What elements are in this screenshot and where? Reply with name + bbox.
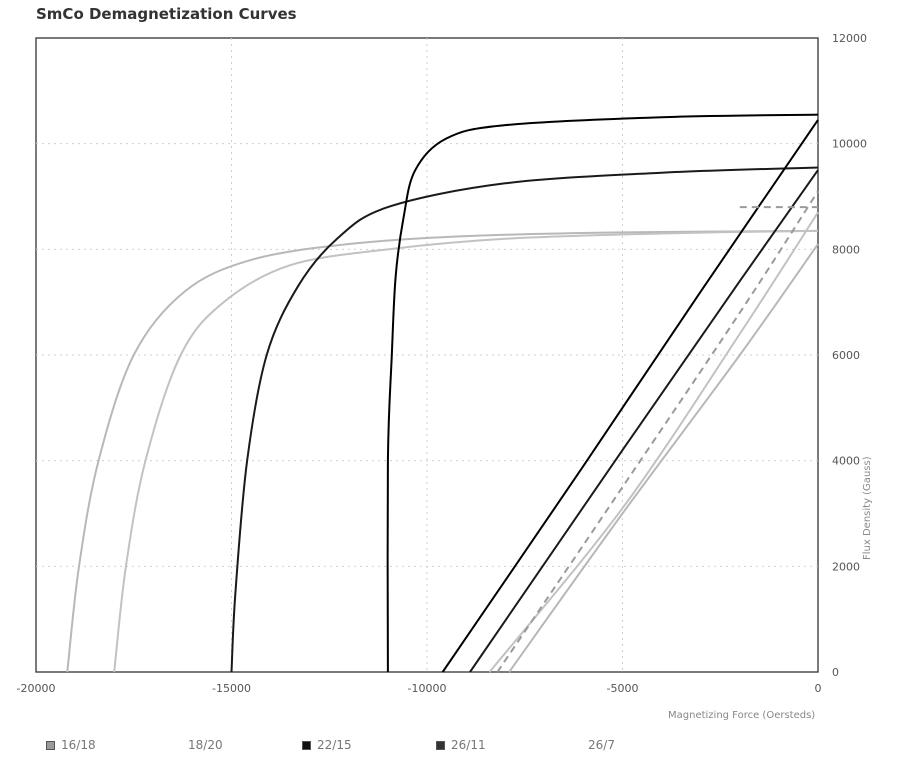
- legend-marker-22-15: [302, 740, 311, 750]
- y-tick-label: 2000: [832, 560, 860, 573]
- y-axis-label: Flux Density (Gauss): [862, 456, 873, 560]
- x-axis-label: Magnetizing Force (Oersteds): [668, 710, 816, 721]
- series-26-7-normal-line: [496, 190, 819, 673]
- series-18-20-normal-line: [488, 211, 819, 673]
- series-16-18-intrinsic-line: [66, 229, 819, 673]
- legend: 16/18 18/20 22/15 26/11 26/7: [0, 738, 903, 762]
- x-tick-label: 0: [815, 682, 822, 695]
- series-26-11-intrinsic-line: [386, 113, 819, 673]
- series-22-15-intrinsic-line: [230, 166, 819, 673]
- legend-label: 18/20: [188, 738, 223, 752]
- series-26-11-normal-line: [441, 119, 819, 673]
- y-tick-label: 10000: [832, 138, 867, 151]
- y-tick-label: 8000: [832, 243, 860, 256]
- x-tick-label: -20000: [17, 682, 56, 695]
- legend-marker-26-11: [436, 740, 445, 750]
- legend-label: 16/18: [61, 738, 96, 752]
- legend-item: 26/11: [436, 738, 486, 752]
- y-tick-label: 4000: [832, 455, 860, 468]
- x-tick-label: -5000: [607, 682, 639, 695]
- series-16-18-normal-line: [508, 243, 819, 673]
- legend-marker-16-18: [46, 740, 55, 750]
- legend-label: 26/11: [451, 738, 486, 752]
- y-tick-label: 0: [832, 666, 839, 679]
- series-18-20-intrinsic-line: [113, 229, 819, 673]
- legend-item: 18/20: [188, 738, 223, 752]
- y-tick-label: 12000: [832, 32, 867, 45]
- y-tick-label: 6000: [832, 349, 860, 362]
- chart-title: SmCo Demagnetization Curves: [36, 5, 297, 23]
- legend-item: 16/18: [46, 738, 96, 752]
- series-22-15-normal-line: [469, 169, 819, 673]
- legend-item: 22/15: [302, 738, 352, 752]
- legend-label: 26/7: [588, 738, 615, 752]
- legend-item: 26/7: [588, 738, 615, 752]
- x-tick-label: -15000: [212, 682, 251, 695]
- x-tick-label: -10000: [408, 682, 447, 695]
- legend-label: 22/15: [317, 738, 352, 752]
